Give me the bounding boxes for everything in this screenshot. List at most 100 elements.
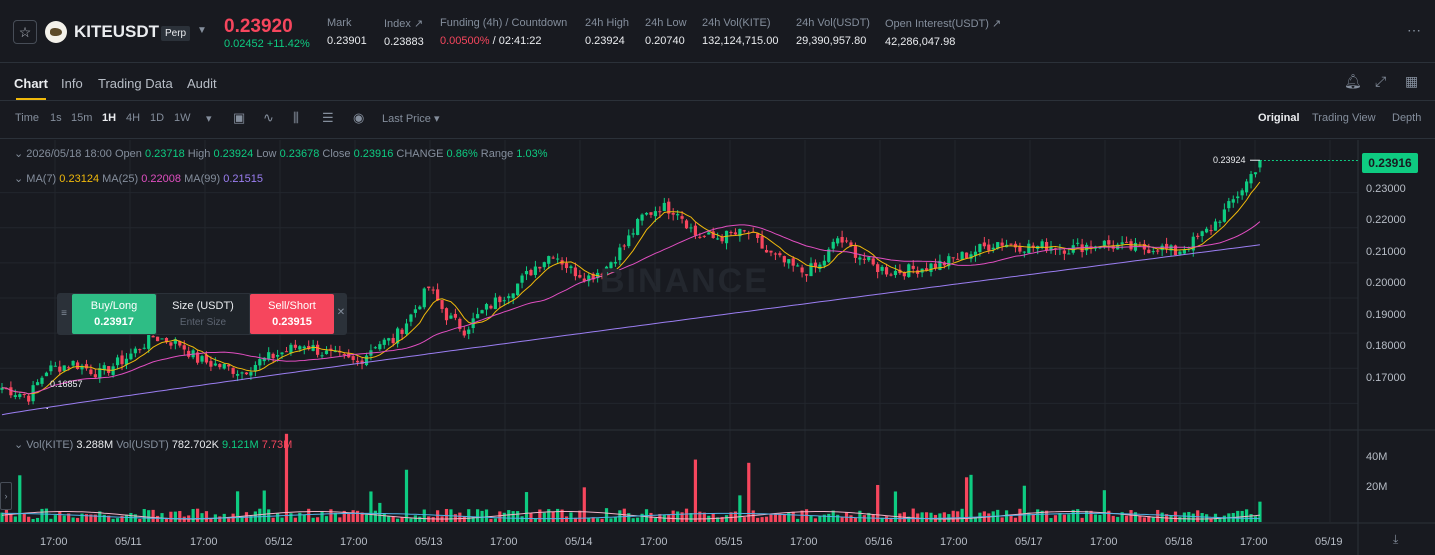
volume-bar <box>480 510 484 522</box>
candle-body <box>982 242 986 247</box>
candle-body <box>516 283 520 296</box>
x-tick: 05/14 <box>565 536 593 548</box>
volume-bar <box>1253 516 1258 522</box>
watermark: BINANCE <box>600 262 769 300</box>
stat-index[interactable]: Index ↗ 0.23883 <box>384 18 424 48</box>
symbol-dropdown-icon[interactable]: ▼ <box>197 25 207 36</box>
candle-body <box>53 365 57 367</box>
volume-bar <box>1036 509 1040 522</box>
volume-bar <box>1107 510 1111 522</box>
volume-bar <box>218 516 222 522</box>
candle-body <box>289 344 293 354</box>
candle-body <box>75 362 80 369</box>
scroll-left-icon[interactable]: › <box>0 482 12 510</box>
interval-1d[interactable]: 1D <box>150 112 165 124</box>
calendar-icon[interactable]: ▣ <box>233 110 246 125</box>
volume-bar <box>107 515 111 522</box>
candle-body <box>284 351 289 353</box>
volume-bar <box>867 512 871 522</box>
more-icon[interactable]: ⋯ <box>1407 22 1421 38</box>
volume-bar <box>964 477 969 522</box>
interval-1s[interactable]: 1s <box>50 112 62 124</box>
candle-body <box>391 337 395 344</box>
volume-bar <box>373 510 377 522</box>
volume-bar <box>604 508 609 522</box>
y-tick: 0.19000 <box>1366 309 1406 321</box>
candle-body <box>1227 201 1231 209</box>
candle-body <box>1245 181 1249 193</box>
bell-icon[interactable]: 🔔︎ <box>1344 73 1362 89</box>
volume-bar <box>1084 510 1089 522</box>
interval-dropdown-icon[interactable]: ▾ <box>206 113 212 125</box>
candle-body <box>978 244 982 253</box>
volume-bar <box>293 517 297 522</box>
volume-bar <box>1258 501 1262 522</box>
ma25-line <box>1 221 1261 395</box>
volume-bar <box>538 509 542 522</box>
interval-4h[interactable]: 4H <box>126 112 141 124</box>
tab-trading-data[interactable]: Trading Data <box>98 76 173 91</box>
ma-info: ⌄ MA(7) 0.23124 MA(25) 0.22008 MA(99) 0.… <box>14 173 263 185</box>
target-icon[interactable]: ◉ <box>353 110 365 125</box>
volume-bar <box>969 474 973 522</box>
interval-15m[interactable]: 15m <box>71 112 93 124</box>
drag-handle-icon[interactable]: ≡ <box>61 308 67 319</box>
candle-body <box>613 261 618 264</box>
candle-body <box>169 342 173 346</box>
candle-body <box>529 269 533 276</box>
volume-bar <box>280 517 284 522</box>
candle-body <box>858 257 862 260</box>
favorite-star-icon[interactable]: ☆ <box>13 20 37 44</box>
volume-bar <box>511 511 515 522</box>
tab-chart[interactable]: Chart <box>14 76 48 100</box>
sell-short-button[interactable]: Sell/Short 0.23915 <box>250 294 334 334</box>
candle-body <box>689 227 693 229</box>
price-source-select[interactable]: Last Price ▾ <box>382 113 440 125</box>
volume-bar <box>1191 513 1195 522</box>
candle-body <box>636 219 640 235</box>
close-icon[interactable]: ✕ <box>336 307 346 318</box>
indicator-icon[interactable]: ∿ <box>263 110 274 125</box>
interval-1w[interactable]: 1W <box>174 112 191 124</box>
volume-bar <box>849 515 853 522</box>
candle-body <box>649 212 653 215</box>
candle-body <box>489 305 493 309</box>
volume-bar <box>609 518 613 522</box>
candle-type-icon[interactable]: ⫼ <box>293 110 299 125</box>
interval-1h[interactable]: 1H <box>102 112 117 124</box>
expand-icon[interactable]: ⤢ <box>1375 73 1387 89</box>
volume-bar <box>498 511 502 522</box>
candle-body <box>351 356 355 360</box>
interval-time[interactable]: Time <box>15 112 40 124</box>
volume-bar <box>347 513 351 522</box>
view-depth[interactable]: Depth <box>1392 112 1422 124</box>
x-tick: 17:00 <box>640 536 668 548</box>
candle-body <box>413 309 417 313</box>
candle-body <box>1120 242 1124 245</box>
candle-body <box>1027 243 1031 254</box>
volume-bar <box>556 508 560 522</box>
volume-bar <box>827 513 831 522</box>
candle-body <box>360 360 364 365</box>
stat-open-interest[interactable]: Open Interest(USDT) ↗ 42,286,047.98 <box>885 18 1002 48</box>
volume-bar <box>462 516 466 522</box>
x-tick: 05/15 <box>715 536 743 548</box>
tab-info[interactable]: Info <box>61 76 83 91</box>
layout-grid-icon[interactable]: ▦ <box>1405 73 1419 89</box>
candle-body <box>484 304 489 310</box>
volume-bar <box>209 518 213 522</box>
buy-long-button[interactable]: Buy/Long 0.23917 <box>72 294 156 334</box>
size-input[interactable]: Size (USDT) Enter Size <box>157 294 249 334</box>
candle-body <box>684 220 689 229</box>
view-trading-view[interactable]: Trading View <box>1312 112 1376 124</box>
fit-axis-icon[interactable]: ⤓ <box>1393 532 1399 546</box>
settings-list-icon[interactable]: ☰ <box>322 110 334 125</box>
volume-bar <box>1173 511 1178 522</box>
tab-audit[interactable]: Audit <box>187 76 217 91</box>
candle-body <box>547 256 551 264</box>
view-original[interactable]: Original <box>1258 112 1300 124</box>
symbol-title[interactable]: KITEUSDT <box>74 22 159 41</box>
candle-body <box>1098 247 1102 249</box>
volume-bar <box>507 510 511 522</box>
